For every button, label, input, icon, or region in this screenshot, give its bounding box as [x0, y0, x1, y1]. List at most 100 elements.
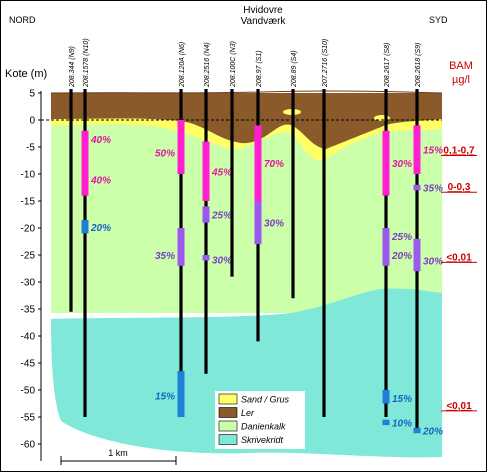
legend-entry-label: Skrivekridt	[241, 435, 284, 445]
legend: Sand / Grus Ler Danienkalk Skrivekridt	[215, 391, 305, 449]
y-tick-label: -55	[21, 413, 36, 424]
bam-title: BAM	[449, 60, 473, 72]
y-tick-label: 5	[29, 89, 35, 100]
legend-swatch	[218, 434, 238, 445]
well-screen-magenta	[81, 130, 89, 196]
screen-percent-label: 15%	[392, 394, 412, 405]
legend-entry-label: Danienkalk	[241, 422, 286, 432]
well: 208.97 (S1) 70% 30%	[254, 50, 284, 342]
well-id-label: 208.120A (N6)	[179, 42, 186, 88]
y-tick-label: -35	[21, 305, 36, 316]
well-screen-magenta	[202, 141, 210, 201]
well-screen-magenta	[254, 125, 262, 201]
legend-swatch	[218, 420, 238, 432]
well: 208.89 (S4)	[291, 50, 298, 299]
well: 208.100C (N3)	[230, 41, 237, 277]
legend-entry-label: Ler	[241, 408, 255, 418]
y-tick-label: -20	[21, 224, 36, 235]
well-id-label: 208.2617 (S8)	[384, 43, 391, 88]
well: 208.1578 (N10) 40% 40% 20%	[81, 38, 111, 417]
screen-percent-label: 45%	[211, 167, 232, 178]
well-screen-purple	[202, 255, 210, 261]
screen-percent-label: 25%	[211, 211, 232, 222]
screen-percent-label: 30%	[212, 255, 232, 266]
screen-percent-label: 25%	[391, 232, 412, 243]
screen-percent-label: 30%	[392, 159, 412, 170]
y-tick-label: -40	[21, 332, 36, 343]
y-tick-label: -25	[21, 251, 36, 262]
bam-ranges: 0,1-0,7 0-0,3 <0,01 <0,01	[441, 145, 477, 412]
well: 207.2716 (S10)	[322, 39, 329, 417]
well-screen-blue	[382, 390, 390, 404]
screen-percent-label: 30%	[264, 219, 284, 230]
well: 208.120A (N6) 50% 35% 15%	[155, 42, 186, 417]
scale-bar: 1 km	[60, 448, 177, 465]
header-center-line2: Vandværk	[241, 16, 287, 27]
well-screen-purple	[202, 206, 210, 223]
screen-percent-label: 10%	[392, 418, 412, 429]
bam-range-label: <0,01	[446, 401, 472, 412]
well-screen-purple	[413, 238, 421, 272]
chalk-layer	[51, 288, 442, 458]
ground-surface	[50, 90, 443, 94]
wells-group: 208.344 (N9) 208.1578 (N10)40%40%20%208.1…	[69, 38, 443, 437]
well-screen-magenta	[413, 125, 421, 174]
well-screen-purple	[177, 228, 185, 266]
y-tick-label: -50	[21, 386, 36, 397]
screen-percent-label: 70%	[264, 159, 284, 170]
bam-range-label: 0,1-0,7	[443, 145, 475, 156]
legend-swatch	[218, 393, 238, 405]
well-id-label: 208.2516 (N4)	[204, 42, 211, 88]
well-screen-purple	[382, 228, 390, 266]
screen-percent-label: 35%	[155, 251, 175, 262]
header-center-line1: Hvidovre	[243, 5, 283, 16]
well-id-label: 208.89 (S4)	[291, 50, 298, 88]
screen-percent-label: 20%	[391, 251, 412, 262]
bam-unit: µg/l	[452, 74, 470, 86]
well-screen-magenta	[177, 120, 185, 174]
well-screen-purple	[413, 184, 421, 191]
y-tick-label: -60	[21, 440, 36, 451]
danien-layer	[51, 93, 442, 313]
geology-layers	[50, 90, 443, 458]
header-right-label: SYD	[429, 15, 448, 25]
well-id-label: 208.1578 (N10)	[83, 38, 90, 88]
well-screen-blue	[177, 371, 185, 417]
bam-range-label: 0-0,3	[448, 182, 471, 193]
screen-percent-label: 15%	[423, 146, 443, 157]
well-screen-blue	[382, 419, 390, 426]
y-tick-label: -30	[21, 278, 36, 289]
y-tick-label: -45	[21, 359, 36, 370]
screen-percent-label: 40%	[90, 135, 111, 146]
y-tick-label: -15	[21, 197, 36, 208]
y-tick-label: -5	[26, 143, 35, 154]
legend-entry-label: Sand / Grus	[241, 395, 290, 405]
well-id-label: 208.97 (S1)	[256, 50, 263, 88]
y-axis-ticks: 5 0 -5 -10 -15 -20 -25 -30 -35 -40 -45 -50 -55 -60	[21, 89, 41, 451]
well-id-label: 208.100C (N3)	[230, 41, 237, 88]
well-screen-blue	[81, 219, 89, 234]
screen-percent-label: 35%	[423, 184, 443, 195]
well: 208.2516 (N4) 45% 25% 30%	[202, 42, 232, 374]
screen-percent-label: 15%	[155, 391, 175, 402]
legend-swatch	[218, 407, 238, 418]
well-id-label: 208.2618 (S9)	[415, 43, 422, 88]
well: 208.344 (N9)	[69, 46, 76, 312]
well-screen-magenta	[382, 130, 390, 196]
y-tick-label: -10	[21, 170, 36, 181]
header-left-label: NORD	[9, 15, 36, 25]
well-screen-purple	[254, 201, 262, 245]
well: 208.2618 (S9) 15% 35% 30% 20%	[413, 43, 443, 438]
y-tick-label: 0	[29, 116, 35, 127]
screen-percent-label: 30%	[423, 256, 443, 267]
screen-percent-label: 50%	[155, 148, 175, 159]
clay-layer	[51, 93, 442, 149]
scale-bar-label: 1 km	[108, 448, 128, 458]
screen-percent-label: 20%	[90, 223, 111, 234]
y-axis-label: Kote (m)	[5, 68, 47, 80]
well-screen-blue	[413, 427, 421, 434]
bam-range-label: <0,01	[446, 252, 472, 263]
screen-percent-label: 40%	[90, 175, 111, 186]
